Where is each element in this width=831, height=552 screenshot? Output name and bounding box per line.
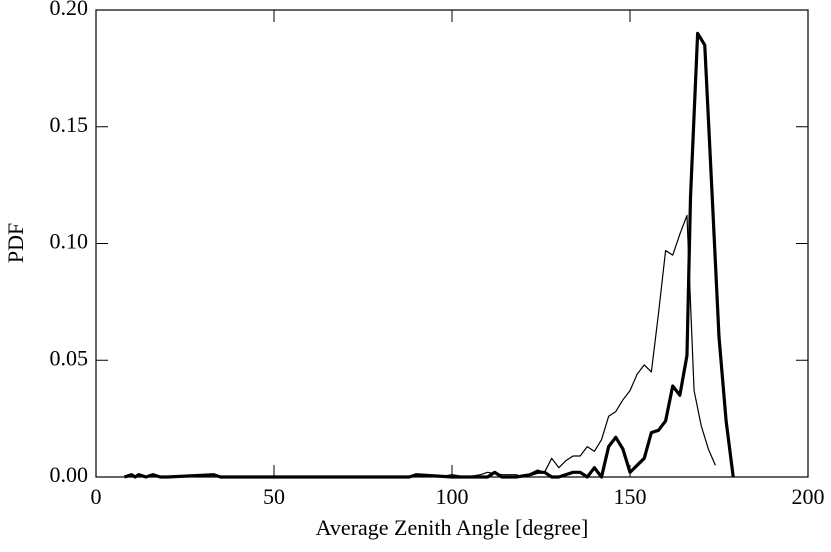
x-tick-label: 0	[91, 484, 102, 509]
y-tick-label: 0.00	[50, 462, 89, 487]
y-axis-label: PDF	[3, 223, 28, 263]
x-axis-label: Average Zenith Angle [degree]	[316, 515, 589, 540]
x-tick-label: 100	[436, 484, 469, 509]
y-tick-label: 0.05	[50, 345, 89, 370]
data-line	[409, 214, 716, 478]
y-tick-label: 0.10	[50, 229, 89, 254]
data-line	[123, 31, 735, 479]
y-tick-label: 0.15	[50, 112, 89, 137]
y-tick-label: 0.20	[50, 0, 89, 20]
x-tick-label: 50	[263, 484, 285, 509]
plot-frame	[95, 9, 809, 478]
x-tick-label: 200	[792, 484, 825, 509]
x-tick-label: 150	[614, 484, 647, 509]
